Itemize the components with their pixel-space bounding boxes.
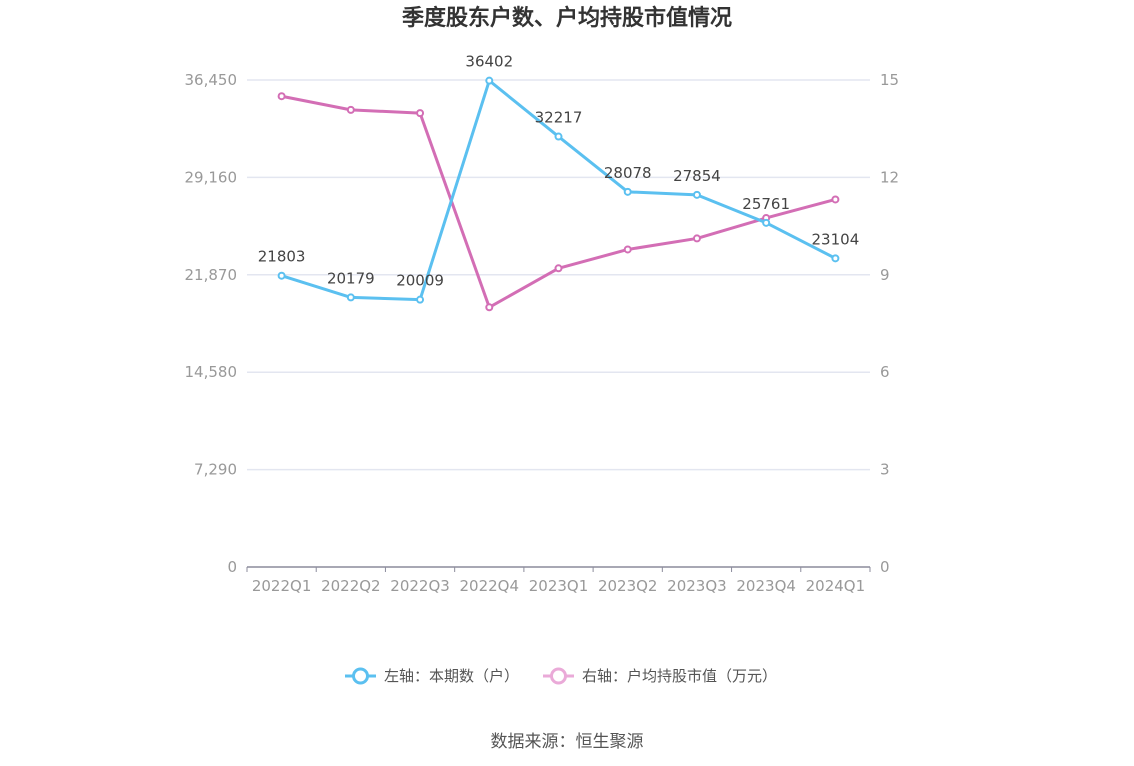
right-tick-label: 12 — [880, 168, 899, 186]
legend[interactable]: 左轴：本期数（户） 右轴：户均持股市值（万元） — [345, 667, 777, 685]
right-tick-label: 9 — [880, 266, 890, 284]
x-axis: 2022Q1 2022Q2 2022Q3 2022Q4 2023Q1 2023Q2 2023… — [246, 566, 871, 595]
x-tick-label: 2023Q4 — [736, 577, 796, 595]
data-point[interactable] — [831, 195, 840, 204]
right-tick-label: 0 — [880, 558, 890, 576]
legend-item[interactable]: 右轴：户均持股市值（万元） — [543, 667, 777, 685]
series-group — [277, 76, 840, 312]
data-point[interactable] — [485, 303, 494, 312]
data-label: 25761 — [742, 195, 790, 213]
legend-marker — [550, 667, 567, 685]
data-point[interactable] — [346, 105, 355, 114]
data-label: 20009 — [396, 272, 444, 290]
chart-title: 季度股东户数、户均持股市值情况 — [402, 5, 732, 31]
data-point[interactable] — [692, 190, 701, 199]
data-point[interactable] — [692, 234, 701, 243]
x-tick-label: 2022Q3 — [390, 577, 450, 595]
data-label: 36402 — [465, 53, 513, 71]
data-point[interactable] — [762, 218, 771, 227]
data-point[interactable] — [623, 245, 632, 254]
data-label: 28078 — [604, 164, 652, 182]
data-label: 20179 — [327, 269, 375, 287]
x-tick-label: 2024Q1 — [806, 577, 866, 595]
data-point[interactable] — [485, 76, 494, 85]
left-tick-label: 36,450 — [185, 71, 238, 89]
data-point[interactable] — [554, 264, 563, 273]
x-tick-label: 2023Q1 — [529, 577, 589, 595]
right-tick-label: 3 — [880, 461, 890, 479]
legend-item[interactable]: 左轴：本期数（户） — [345, 667, 519, 685]
right-axis: 0 3 6 9 12 15 — [880, 71, 899, 576]
left-tick-label: 29,160 — [185, 168, 238, 186]
data-label: 23104 — [812, 230, 860, 248]
left-tick-label: 0 — [227, 558, 237, 576]
data-point[interactable] — [277, 271, 286, 280]
data-point[interactable] — [831, 254, 840, 263]
x-tick-label: 2023Q3 — [667, 577, 727, 595]
right-tick-label: 6 — [880, 363, 890, 381]
data-label: 21803 — [258, 248, 306, 266]
grid — [247, 79, 870, 471]
right-tick-label: 15 — [880, 71, 899, 89]
data-point[interactable] — [623, 187, 632, 196]
data-label: 27854 — [673, 167, 721, 185]
data-point[interactable] — [554, 132, 563, 141]
x-tick-label: 2022Q2 — [321, 577, 381, 595]
data-point[interactable] — [416, 109, 425, 118]
left-axis: 0 7,290 14,580 21,870 29,160 36,450 — [185, 71, 238, 576]
source-text: 数据来源：恒生聚源 — [491, 732, 644, 752]
data-labels: 21803 20179 20009 36402 32217 28078 27854 25761… — [258, 53, 859, 290]
data-point[interactable] — [416, 295, 425, 304]
x-tick-label: 2022Q1 — [252, 577, 312, 595]
left-tick-label: 14,580 — [185, 363, 238, 381]
data-point[interactable] — [346, 293, 355, 302]
data-label: 32217 — [535, 109, 583, 127]
left-tick-label: 21,870 — [185, 266, 238, 284]
legend-label: 右轴：户均持股市值（万元） — [582, 667, 777, 685]
left-tick-label: 7,290 — [194, 461, 237, 479]
x-tick-label: 2023Q2 — [598, 577, 658, 595]
legend-label: 左轴：本期数（户） — [384, 667, 519, 685]
legend-marker — [352, 667, 369, 685]
data-point[interactable] — [277, 92, 286, 101]
x-tick-label: 2022Q4 — [460, 577, 520, 595]
